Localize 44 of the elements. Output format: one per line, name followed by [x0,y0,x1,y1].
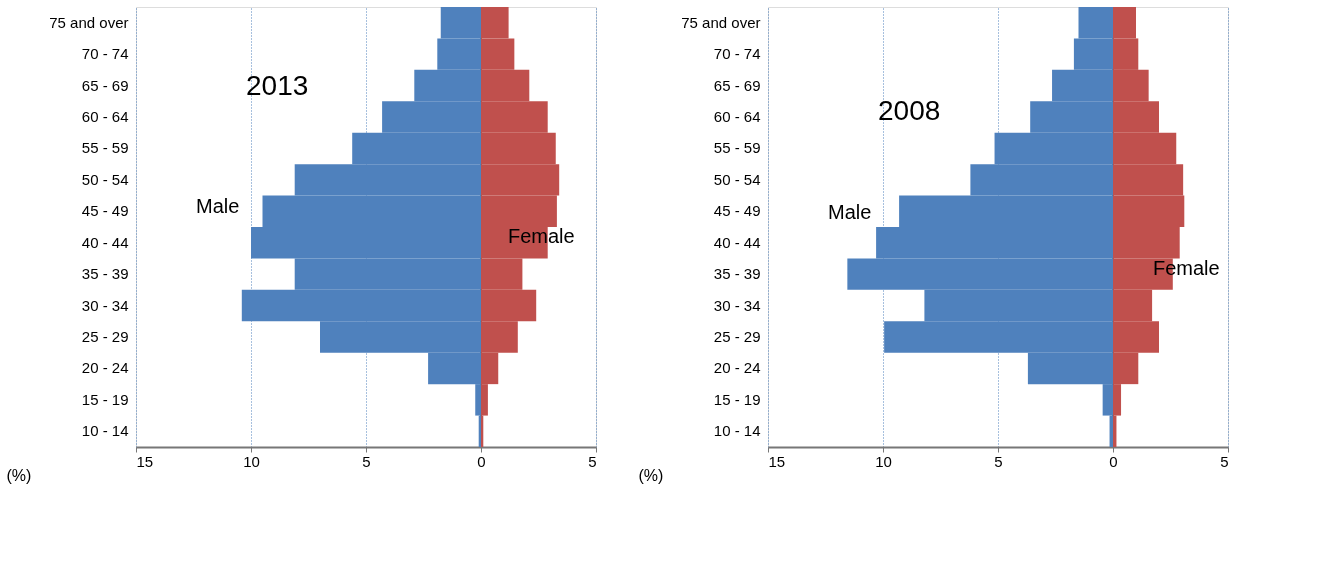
y-tick-label: 60 - 64 [81,108,129,125]
y-tick-label: 40 - 44 [713,233,761,251]
series-label: Male [196,195,240,217]
text: 2008 [878,95,941,126]
y-tick-label: 10 - 14 [713,422,761,440]
y-tick-label: 35 - 39 [713,265,761,283]
y-tick-label: 50 - 54 [713,170,761,188]
y-tick-label: 75 and over [49,13,129,31]
x-axis-title: (%) [638,466,664,484]
y-tick-label: 40 - 44 [81,233,129,251]
y-tick-label: 15 - 19 [81,390,129,408]
x-tick-label: 5 [994,452,1003,470]
series-label: Male [828,201,872,223]
y-tick-label: 20 - 24 [713,359,761,377]
y-tick-label: 10 - 14 [81,422,129,440]
y-tick-label: 45 - 49 [713,202,761,220]
y-tick-label: 35 - 39 [81,265,129,283]
y-tick-label: 25 - 29 [713,328,761,345]
text: 2013 [246,70,309,101]
x-tick-label: 0 [477,452,486,470]
x-tick-label: 10 [243,452,260,470]
y-tick-label: 65 - 69 [713,76,761,94]
x-tick-label: 5 [1220,452,1229,470]
y-tick-label: 30 - 34 [81,296,129,314]
x-tick-label: 15 [768,452,786,470]
x-tick-label: 10 [875,452,892,470]
y-tick-label: 25 - 29 [81,328,129,345]
y-tick-label: 75 and over [681,13,761,31]
x-tick-label: 0 [1109,452,1118,470]
y-tick-label: 45 - 49 [81,202,129,220]
y-tick-label: 65 - 69 [81,76,129,94]
y-tick-label: 60 - 64 [713,108,761,125]
y-tick-label: 20 - 24 [81,359,129,377]
y-tick-label: 15 - 19 [713,390,761,408]
x-tick-label: 5 [588,452,597,470]
y-tick-label: 70 - 74 [713,45,761,63]
y-tick-label: 30 - 34 [713,296,761,314]
x-axis-title: (%) [6,466,32,484]
y-tick-label: 50 - 54 [81,170,129,188]
x-tick-label: 5 [362,452,371,470]
y-tick-label: 70 - 74 [81,45,129,63]
y-tick-label: 55 - 59 [81,139,129,157]
y-tick-label: 55 - 59 [713,139,761,157]
x-tick-label: 15 [136,452,154,470]
